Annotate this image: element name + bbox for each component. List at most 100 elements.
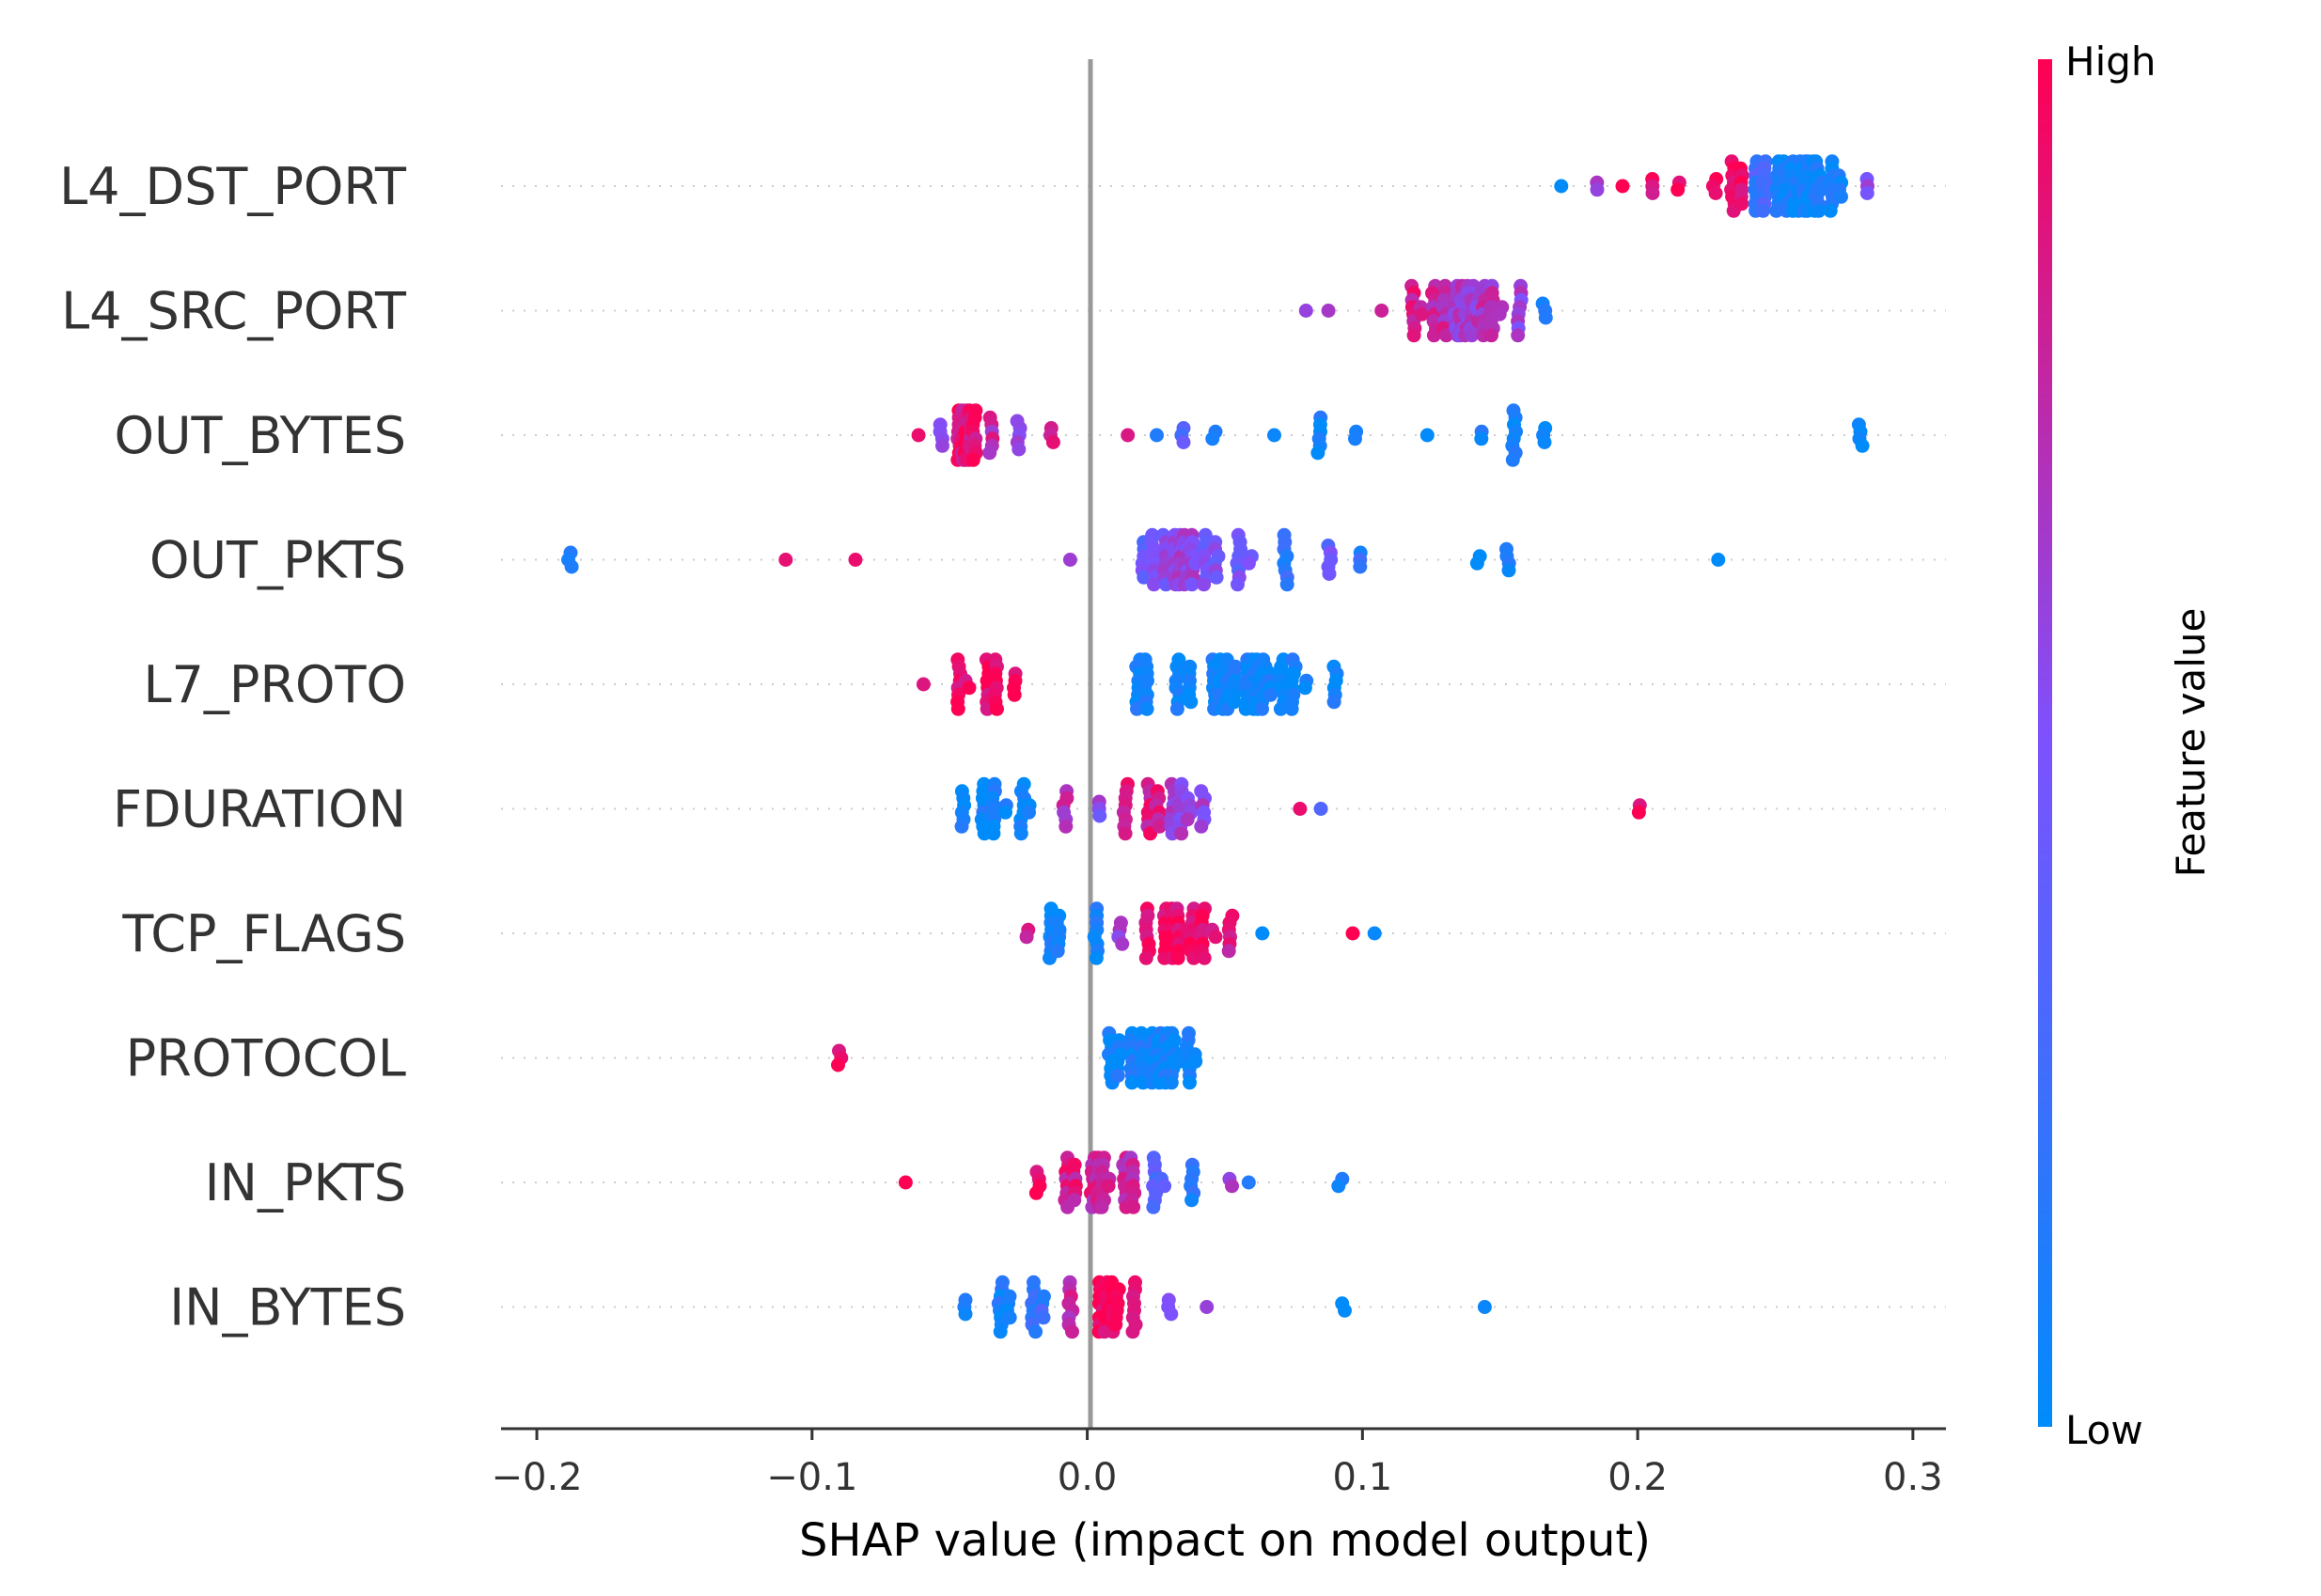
feature-label: FDURATION xyxy=(113,780,406,839)
x-tick-label: 0.1 xyxy=(1333,1456,1393,1499)
shap-point xyxy=(1310,446,1325,461)
shap-point xyxy=(1554,179,1569,194)
shap-point xyxy=(1197,577,1212,592)
shap-point xyxy=(1225,1179,1239,1194)
x-tick-label: −0.2 xyxy=(491,1456,582,1499)
shap-point xyxy=(1184,577,1200,592)
shap-point xyxy=(1205,431,1220,446)
feature-label: PROTOCOL xyxy=(126,1029,406,1088)
shap-point xyxy=(1615,179,1630,194)
colorbar xyxy=(2038,59,2052,1427)
shap-point xyxy=(1263,687,1278,702)
shap-point xyxy=(1469,555,1484,571)
shap-point xyxy=(1019,930,1034,945)
shap-point xyxy=(1208,930,1223,945)
x-axis-ticks: −0.2 −0.1 0.0 0.1 0.2 0.3 xyxy=(491,1429,1943,1499)
shap-point xyxy=(965,452,980,467)
feature-labels: L4_DST_PORT L4_SRC_PORT OUT_BYTES OUT_PKTS L… xyxy=(59,157,407,1338)
shap-point xyxy=(1734,196,1749,211)
shap-point xyxy=(1146,1199,1161,1214)
shap-point xyxy=(1110,1068,1125,1083)
shap-point xyxy=(1631,805,1646,820)
shap-point xyxy=(1028,1185,1043,1200)
shap-point xyxy=(1012,442,1027,457)
shap-point xyxy=(1059,819,1074,834)
shap-point xyxy=(1474,431,1489,446)
shap-point xyxy=(1267,428,1281,443)
shap-point xyxy=(1505,452,1520,467)
shap-point xyxy=(962,681,977,696)
shap-point xyxy=(1022,805,1036,820)
shap-point xyxy=(1273,701,1288,716)
shap-point xyxy=(1367,926,1382,941)
shap-point xyxy=(1139,701,1154,716)
shap-point xyxy=(1811,203,1827,218)
shap-point xyxy=(950,701,965,716)
feature-label: OUT_BYTES xyxy=(115,406,406,465)
shap-point xyxy=(831,1057,845,1072)
shap-point xyxy=(1147,577,1161,592)
shap-point xyxy=(1194,819,1209,834)
shap-point xyxy=(1062,553,1077,567)
shap-point xyxy=(778,553,793,567)
shap-point xyxy=(1092,808,1107,823)
shap-point xyxy=(1231,577,1245,592)
shap-point xyxy=(1126,1199,1141,1214)
shap-point xyxy=(1326,695,1341,710)
shap-point xyxy=(1089,950,1104,965)
shap-point xyxy=(1284,701,1299,716)
shap-point xyxy=(1484,328,1498,343)
x-tick-label: 0.3 xyxy=(1883,1456,1943,1499)
shap-point xyxy=(1756,203,1770,218)
shap-point xyxy=(1101,1179,1116,1194)
shap-point xyxy=(1241,555,1256,571)
shap-point xyxy=(1137,570,1152,585)
shap-point xyxy=(1834,189,1848,204)
shap-point xyxy=(1465,328,1480,343)
shap-point xyxy=(1157,1179,1172,1194)
feature-label: IN_BYTES xyxy=(169,1278,406,1338)
shap-point xyxy=(1007,687,1022,702)
colorbar-low-label: Low xyxy=(2065,1407,2143,1453)
feature-label: L4_SRC_PORT xyxy=(61,282,407,341)
shap-point xyxy=(1255,701,1269,716)
x-tick-label: 0.2 xyxy=(1607,1456,1668,1499)
shap-point xyxy=(1511,328,1526,343)
shap-point xyxy=(1711,553,1726,567)
shap-point xyxy=(1297,681,1312,696)
shap-point xyxy=(1197,950,1212,965)
shap-point xyxy=(1150,428,1164,443)
feature-label: OUT_PKTS xyxy=(149,531,406,590)
feature-label: TCP_FLAGS xyxy=(121,904,406,963)
shap-point xyxy=(898,1175,913,1190)
shap-point xyxy=(1670,182,1686,197)
shap-point xyxy=(1313,802,1328,816)
colorbar-title: Feature value xyxy=(2168,608,2214,878)
shap-point xyxy=(1590,182,1605,197)
shap-point xyxy=(998,805,1012,820)
shap-point xyxy=(1322,567,1337,581)
shap-point xyxy=(1348,431,1362,446)
dots-layer xyxy=(561,154,1874,1339)
shap-point xyxy=(1028,1324,1043,1339)
x-tick-label: −0.1 xyxy=(766,1456,857,1499)
shap-point xyxy=(1138,950,1153,965)
shap-point xyxy=(1174,826,1189,841)
shap-point xyxy=(1183,1075,1197,1090)
shap-point xyxy=(1353,559,1368,574)
shap-point xyxy=(1345,926,1360,941)
x-tick-label: 0.0 xyxy=(1058,1456,1118,1499)
shap-point xyxy=(1338,1303,1352,1318)
shap-point xyxy=(1227,695,1242,710)
shap-point xyxy=(1855,438,1870,453)
shap-point xyxy=(1180,812,1195,827)
shap-point xyxy=(993,1324,1008,1339)
shap-point xyxy=(1200,1300,1215,1314)
shap-point xyxy=(911,428,926,443)
shap-point xyxy=(1184,1193,1200,1208)
shap-point xyxy=(564,559,579,574)
shap-point xyxy=(1298,304,1313,318)
shap-point xyxy=(1859,186,1874,200)
shap-point xyxy=(1184,695,1199,710)
